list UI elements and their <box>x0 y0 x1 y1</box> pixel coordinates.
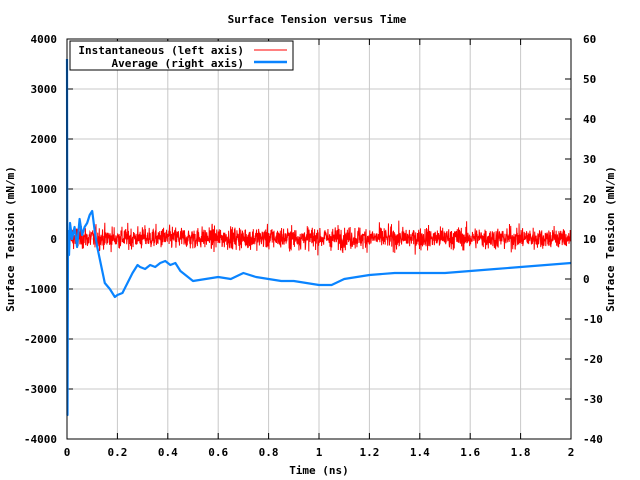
x-axis-label: Time (ns) <box>289 464 349 477</box>
y-axis-label: Surface Tension (mN/m) <box>4 166 17 312</box>
legend: Instantaneous (left axis) Average (right… <box>69 40 294 71</box>
x-tick-label: 1.2 <box>359 446 379 459</box>
x-tick-label: 0 <box>64 446 71 459</box>
ticks: 0 0.2 0.4 0.6 0.8 1 1.2 1.4 1.6 1.8 24000300020001… <box>24 33 603 459</box>
y2-tick-label: 50 <box>583 73 596 86</box>
chart-title: Surface Tension versus Time <box>228 13 407 26</box>
y2-tick-label: -20 <box>583 353 603 366</box>
y-tick-label: 1000 <box>31 183 58 196</box>
y-tick-label: -1000 <box>24 283 57 296</box>
y-tick-label: 0 <box>50 233 57 246</box>
y-tick-label: 4000 <box>31 33 58 46</box>
y2-tick-label: -40 <box>583 433 603 446</box>
x-tick-label: 0.4 <box>158 446 178 459</box>
plot-frame <box>66 38 572 440</box>
y2-tick-label: -10 <box>583 313 603 326</box>
y2-tick-label: 40 <box>583 113 596 126</box>
legend-label-instantaneous: Instantaneous (left axis) <box>78 44 244 57</box>
x-tick-label: 1.4 <box>410 446 430 459</box>
y2-axis-label: Surface Tension (mN/m) <box>604 166 617 312</box>
y-tick-label: 3000 <box>31 83 58 96</box>
y2-tick-label: 30 <box>583 153 596 166</box>
y-tick-label: -4000 <box>24 433 57 446</box>
x-tick-label: 1.6 <box>460 446 480 459</box>
series-line-instantaneous <box>66 220 572 256</box>
x-tick-label: 1.8 <box>511 446 531 459</box>
y2-tick-label: 0 <box>583 273 590 286</box>
y2-tick-label: 20 <box>583 193 596 206</box>
x-tick-label: 2 <box>568 446 575 459</box>
y2-tick-label: -30 <box>583 393 603 406</box>
series-group <box>65 58 572 417</box>
y2-tick-label: 60 <box>583 33 596 46</box>
y2-tick-label: 10 <box>583 233 596 246</box>
legend-box <box>69 40 294 71</box>
legend-label-average: Average (right axis) <box>112 57 244 70</box>
y-tick-label: -2000 <box>24 333 57 346</box>
y-tick-label: 2000 <box>31 133 58 146</box>
x-tick-label: 0.6 <box>208 446 228 459</box>
series-line-average <box>65 58 572 417</box>
x-tick-label: 1 <box>316 446 323 459</box>
y-tick-label: -3000 <box>24 383 57 396</box>
x-tick-label: 0.2 <box>107 446 127 459</box>
x-tick-label: 0.8 <box>259 446 279 459</box>
